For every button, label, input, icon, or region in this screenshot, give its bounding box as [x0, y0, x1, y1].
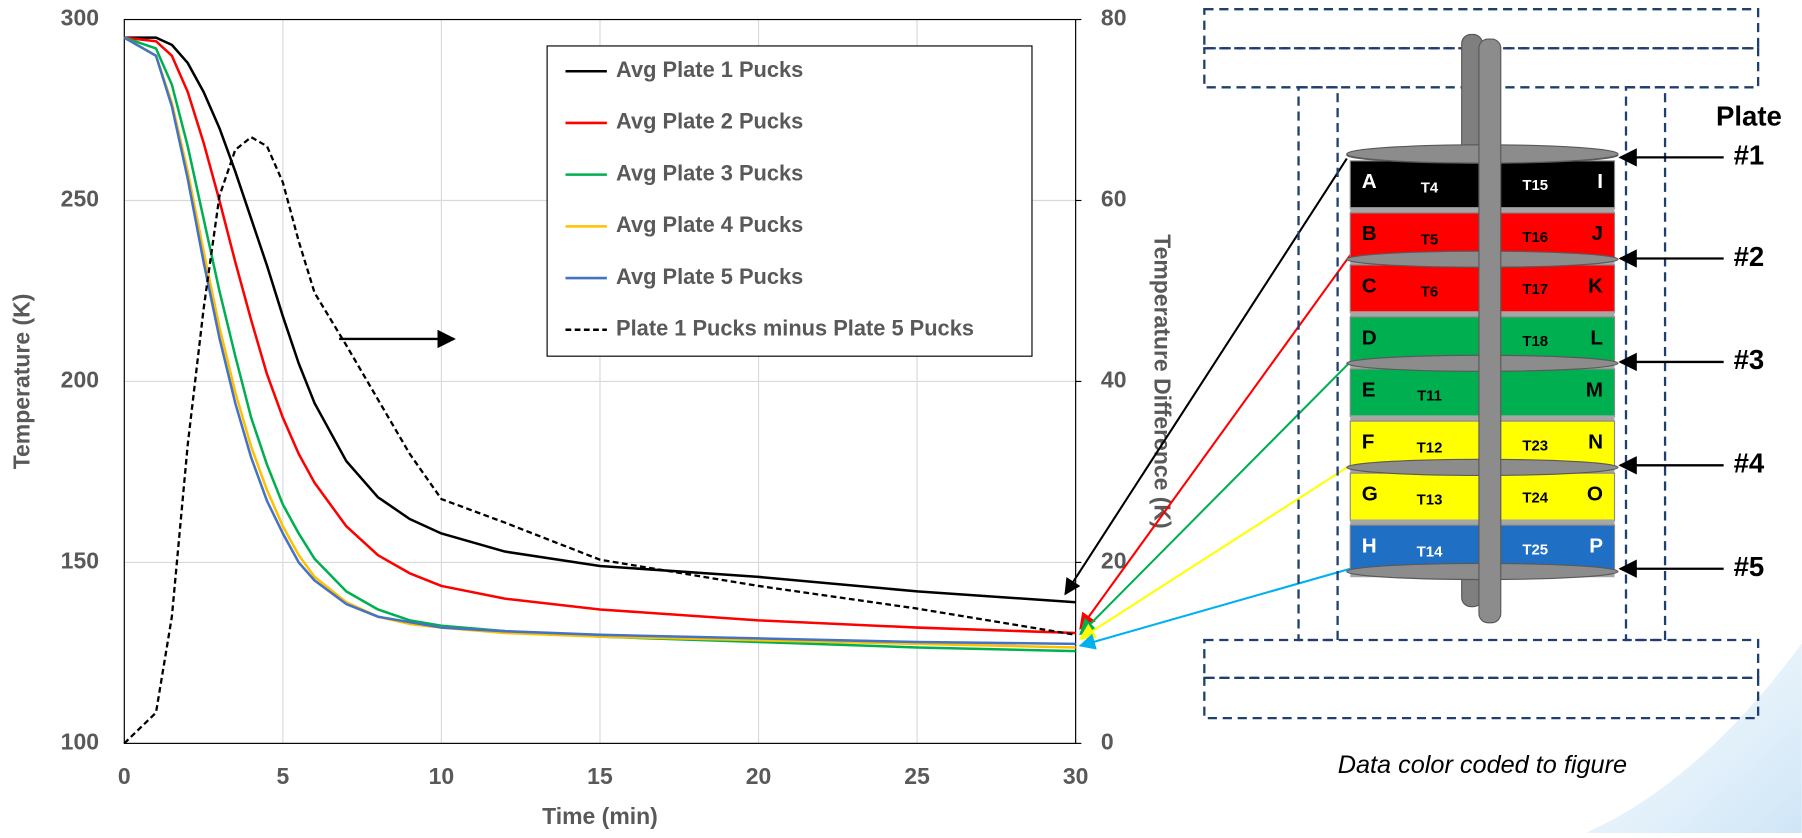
sensor-label: T5 [1421, 231, 1438, 248]
sensor-label: T17 [1522, 281, 1548, 298]
x-axis-title: Time (min) [542, 803, 658, 829]
series-line [123, 136, 1076, 745]
caption: Data color coded to figure [1338, 751, 1627, 779]
sensor-label: T16 [1522, 229, 1548, 246]
x-tick-label: 25 [904, 763, 930, 789]
x-tick-label: 30 [1063, 763, 1089, 789]
puck-letter: E [1362, 378, 1376, 401]
plate-label: #1 [1734, 140, 1765, 171]
y-tick-label: 150 [61, 547, 99, 573]
connector [1079, 254, 1352, 630]
connector-arrows [1064, 157, 1352, 650]
series-line [123, 36, 1076, 646]
sensor-label: T13 [1417, 492, 1443, 509]
x-tick-label: 0 [118, 763, 131, 789]
series-line [124, 36, 1076, 635]
puck-letter: C [1362, 274, 1377, 297]
y-tick-label: 250 [61, 186, 99, 212]
plate-labels: #1 #2 #3 #4 #5 [1618, 140, 1765, 582]
puck-letter: P [1589, 534, 1603, 557]
decoration [1585, 643, 1802, 833]
y2-tick-label: 0 [1101, 728, 1114, 754]
y-tick-label: 100 [61, 728, 99, 754]
y2-tick-label: 60 [1101, 186, 1127, 212]
puck-letter: F [1362, 430, 1375, 453]
puck-letter: A [1362, 170, 1377, 193]
y2-axis-title: Temperature Difference (K) [1150, 234, 1176, 528]
puck-letter: K [1588, 274, 1603, 297]
puck-letter: B [1362, 222, 1377, 245]
sensor-label: T23 [1522, 437, 1548, 454]
connector [1079, 361, 1351, 636]
connector [1078, 464, 1351, 640]
puck-letter: D [1362, 326, 1377, 349]
plate-label: #2 [1734, 241, 1765, 272]
legend-label: Plate 1 Pucks minus Plate 5 Pucks [616, 316, 974, 341]
sensor-label: T18 [1522, 333, 1548, 350]
legend-label: Avg Plate 3 Pucks [616, 160, 803, 185]
puck-letter: H [1362, 534, 1377, 557]
sensor-label: T6 [1421, 283, 1438, 300]
legend-box [546, 45, 1033, 357]
plate-label: #4 [1734, 448, 1765, 479]
x-tick-label: 5 [276, 763, 289, 789]
series-line [123, 36, 1076, 649]
y-tick-label: 200 [61, 367, 99, 393]
sensor-label: T25 [1522, 541, 1548, 558]
connector [1064, 157, 1348, 596]
sensor-label: T24 [1522, 489, 1548, 506]
legend-label: Avg Plate 5 Pucks [616, 264, 803, 289]
legend-label: Avg Plate 4 Pucks [616, 212, 803, 237]
puck-stack: A I T4 T15 B J T5 T16 C K T6 T17 D L T18 E M T11 F N T12 T23 G… [1346, 33, 1619, 624]
y-tick-label: 300 [61, 5, 99, 31]
y2-tick-label: 40 [1101, 367, 1127, 393]
puck-letter: J [1592, 222, 1604, 245]
plate-label: #3 [1734, 344, 1765, 375]
puck-letter: I [1597, 170, 1603, 193]
legend-label: Avg Plate 2 Pucks [616, 109, 803, 134]
sensor-label: T15 [1522, 177, 1548, 194]
x-tick-label: 10 [429, 763, 455, 789]
chart: 0 5 10 15 20 25 30100150200250300020406080Avg … [61, 5, 1127, 789]
x-tick-label: 15 [587, 763, 613, 789]
puck-letter: L [1590, 326, 1603, 349]
puck-letter: N [1588, 430, 1603, 453]
puck-letter: M [1586, 378, 1603, 401]
puck-letter: G [1362, 482, 1378, 505]
x-tick-label: 20 [746, 763, 772, 789]
connector [1078, 567, 1351, 650]
sensor-label: T11 [1417, 388, 1442, 405]
sensor-label: T12 [1417, 440, 1443, 457]
puck-letter: O [1587, 482, 1603, 505]
plot-frame [123, 18, 1077, 744]
legend-label: Avg Plate 1 Pucks [616, 57, 803, 82]
series-line [124, 36, 1076, 604]
plate-heading: Plate [1716, 101, 1782, 132]
y2-tick-label: 80 [1101, 5, 1127, 31]
sensor-label: T14 [1417, 544, 1443, 561]
rod [1478, 38, 1502, 624]
sensor-label: T4 [1421, 179, 1439, 196]
plate-label: #5 [1734, 551, 1765, 582]
y-axis-title: Temperature (K) [8, 294, 34, 470]
